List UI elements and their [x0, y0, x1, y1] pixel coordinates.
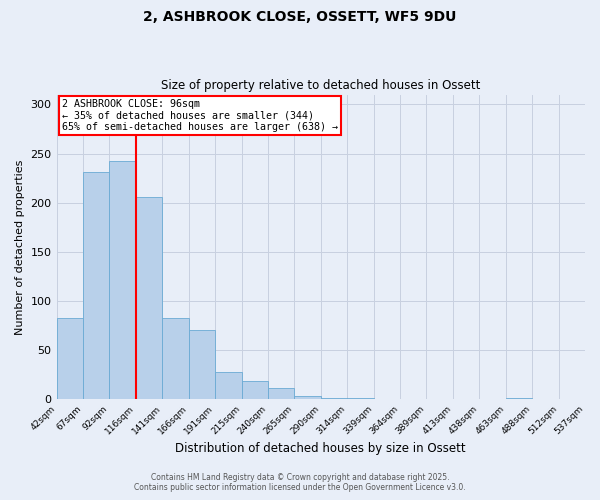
Bar: [506, 398, 532, 400]
Title: Size of property relative to detached houses in Ossett: Size of property relative to detached ho…: [161, 79, 481, 92]
Bar: [162, 318, 188, 400]
Y-axis label: Number of detached properties: Number of detached properties: [15, 160, 25, 334]
Bar: [242, 381, 268, 400]
Bar: [268, 388, 295, 400]
X-axis label: Distribution of detached houses by size in Ossett: Distribution of detached houses by size …: [175, 442, 466, 455]
Bar: [109, 162, 136, 400]
Bar: [83, 172, 109, 400]
Bar: [215, 372, 242, 400]
Bar: [321, 398, 347, 400]
Bar: [56, 318, 83, 400]
Text: Contains HM Land Registry data © Crown copyright and database right 2025.
Contai: Contains HM Land Registry data © Crown c…: [134, 473, 466, 492]
Text: 2, ASHBROOK CLOSE, OSSETT, WF5 9DU: 2, ASHBROOK CLOSE, OSSETT, WF5 9DU: [143, 10, 457, 24]
Bar: [136, 197, 162, 400]
Bar: [347, 398, 374, 400]
Text: 2 ASHBROOK CLOSE: 96sqm
← 35% of detached houses are smaller (344)
65% of semi-d: 2 ASHBROOK CLOSE: 96sqm ← 35% of detache…: [62, 99, 338, 132]
Bar: [295, 396, 321, 400]
Bar: [188, 330, 215, 400]
